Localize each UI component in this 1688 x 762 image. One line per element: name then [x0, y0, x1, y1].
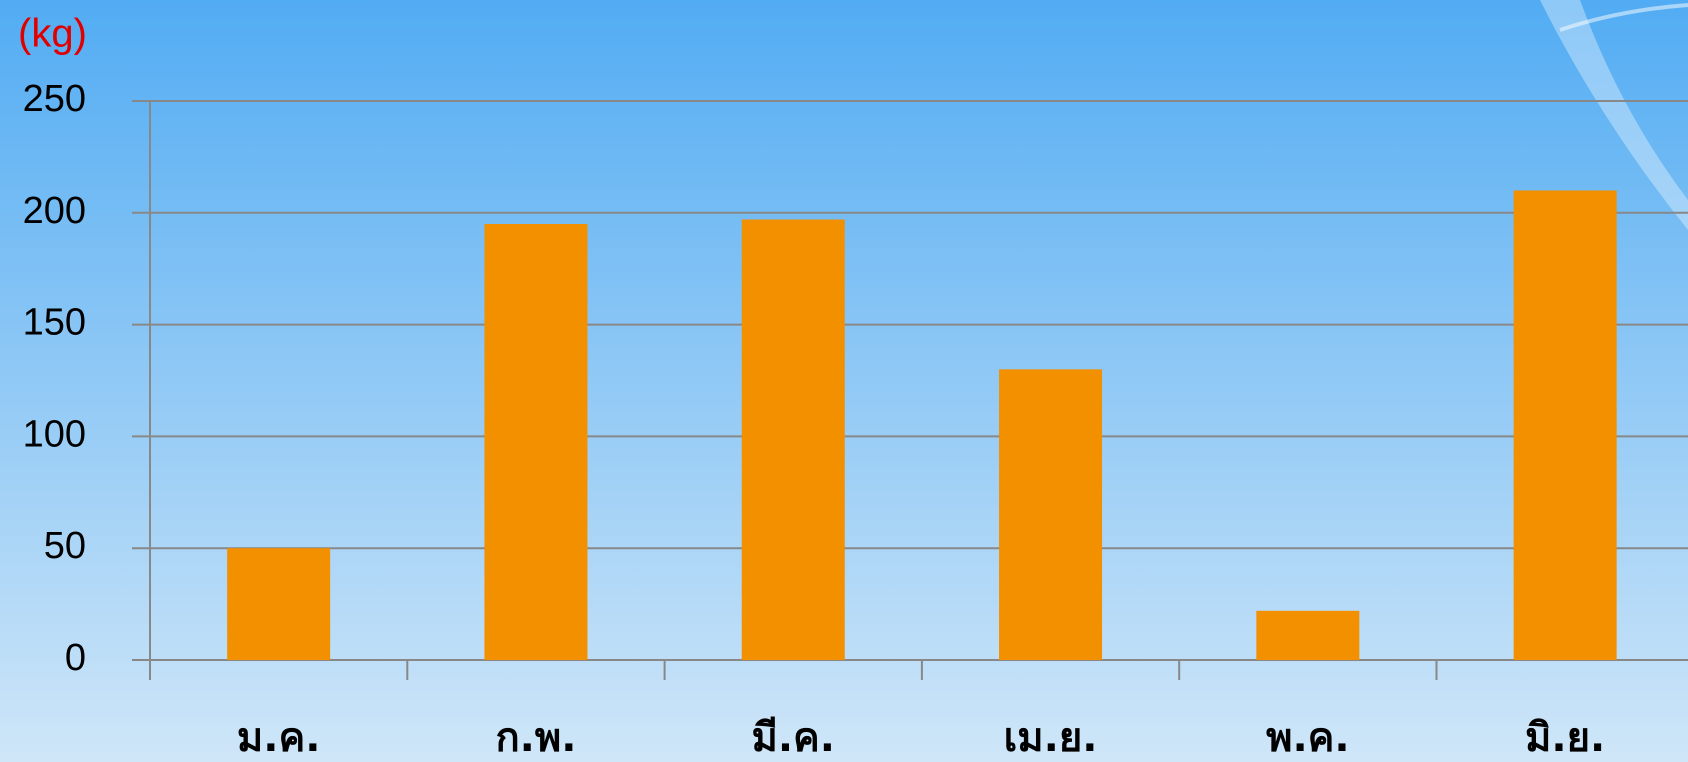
- y-tick-label: 50: [44, 525, 86, 567]
- bar: [1256, 610, 1360, 660]
- x-tick-label: มิ.ย.: [1525, 715, 1605, 761]
- bar: [484, 223, 588, 661]
- y-tick-label: 250: [23, 78, 86, 120]
- x-tick-label: ม.ค.: [237, 715, 321, 761]
- y-axis-label: (kg): [18, 12, 87, 56]
- x-tick-label: เม.ย.: [1004, 715, 1098, 761]
- bar: [741, 219, 845, 660]
- y-tick-label: 0: [65, 637, 86, 679]
- decoration: [1559, 3, 1688, 32]
- bar: [227, 548, 331, 660]
- y-tick-label: 150: [23, 302, 86, 344]
- x-tick-label: พ.ค.: [1266, 715, 1350, 761]
- x-tick-label: ก.พ.: [495, 715, 576, 761]
- y-tick-label: 200: [23, 190, 86, 232]
- bar: [1513, 190, 1617, 660]
- decoration: [1540, 0, 1688, 230]
- x-tick-label: มี.ค.: [751, 715, 835, 761]
- bar: [999, 369, 1103, 660]
- y-tick-label: 100: [23, 413, 86, 455]
